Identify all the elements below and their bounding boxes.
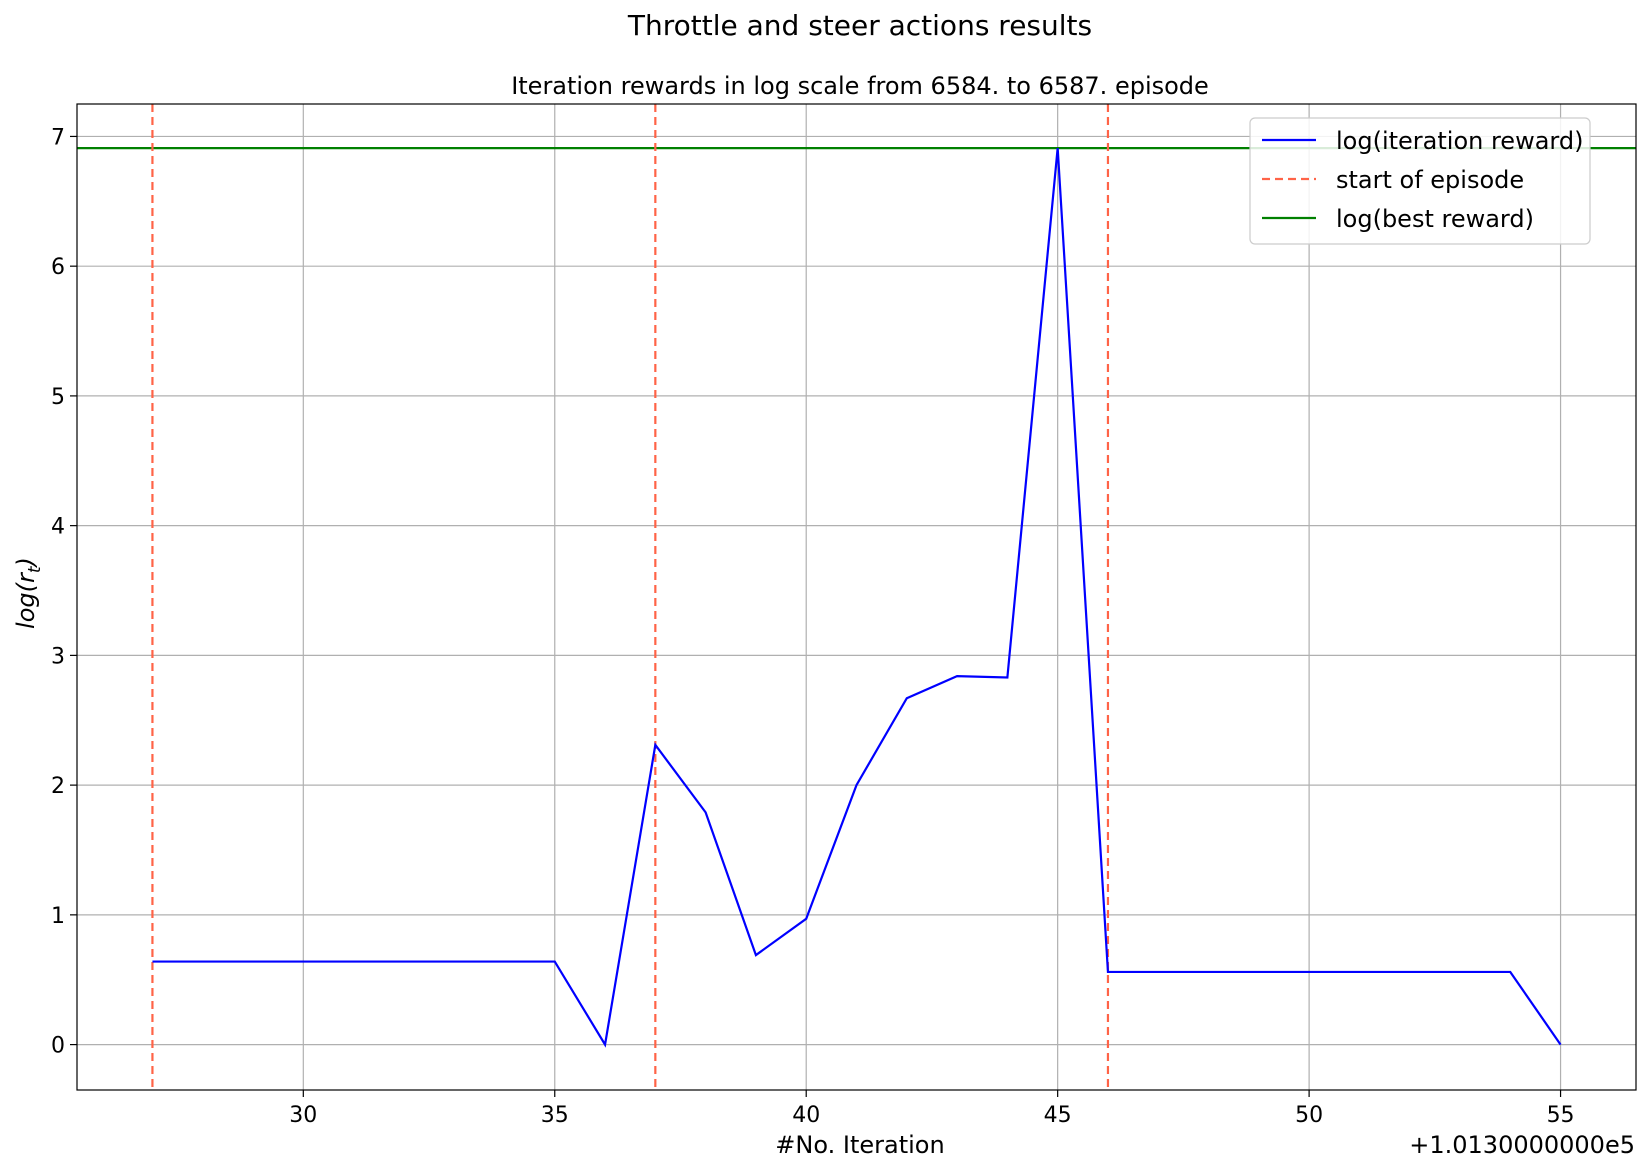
x-tick-label: 35 bbox=[541, 1103, 569, 1128]
y-tick-label: 7 bbox=[51, 125, 65, 150]
legend-label-best-reward: log(best reward) bbox=[1336, 205, 1534, 233]
y-tick-label: 3 bbox=[51, 644, 65, 669]
legend: log(iteration reward) start of episode l… bbox=[1249, 117, 1591, 245]
chart-subtitle: Iteration rewards in log scale from 6584… bbox=[511, 72, 1209, 100]
x-axis-offset-label: +1.0130000000e5 bbox=[1409, 1131, 1635, 1159]
y-tick-label: 5 bbox=[51, 385, 65, 410]
iteration-reward-line bbox=[152, 148, 1562, 1048]
y-tick-label: 1 bbox=[51, 904, 65, 929]
legend-box bbox=[1249, 117, 1591, 245]
x-axis-label: #No. Iteration bbox=[775, 1131, 944, 1159]
y-tick-label: 2 bbox=[51, 774, 65, 799]
y-tick-label: 0 bbox=[51, 1034, 65, 1059]
x-tick-label: 50 bbox=[1295, 1103, 1323, 1128]
plot-frame bbox=[76, 103, 1637, 1091]
x-tick-label: 45 bbox=[1044, 1103, 1072, 1128]
x-axis-ticks: 30 35 40 45 50 55 bbox=[289, 1090, 1575, 1128]
y-tick-label: 4 bbox=[51, 515, 65, 540]
grid bbox=[77, 104, 1636, 1090]
y-tick-label: 6 bbox=[51, 255, 65, 280]
chart-title: Throttle and steer actions results bbox=[627, 9, 1092, 42]
legend-label-iteration-reward: log(iteration reward) bbox=[1336, 127, 1583, 155]
y-axis-ticks: 0 1 2 3 4 5 6 7 bbox=[51, 125, 77, 1059]
x-tick-label: 40 bbox=[792, 1103, 820, 1128]
x-tick-label: 30 bbox=[289, 1103, 317, 1128]
legend-label-start-of-episode: start of episode bbox=[1336, 166, 1524, 194]
x-tick-label: 55 bbox=[1547, 1103, 1575, 1128]
